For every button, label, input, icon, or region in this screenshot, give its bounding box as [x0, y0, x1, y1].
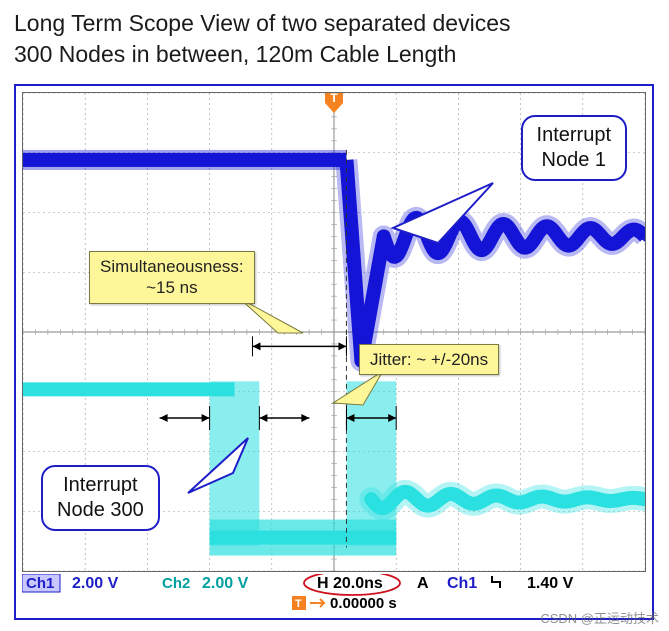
callout-node-1: Interrupt Node 1: [521, 115, 627, 181]
callout-node300-l1: Interrupt: [63, 474, 137, 496]
note-simul-l1: Simultaneousness:: [100, 257, 244, 276]
svg-text:Ch1: Ch1: [447, 575, 477, 592]
callout-node-300: Interrupt Node 300: [41, 465, 160, 531]
note-jitter: Jitter: ~ +/-20ns: [359, 344, 499, 375]
svg-text:A: A: [417, 575, 429, 592]
watermark: CSDN @正运动技术: [540, 608, 659, 627]
plot-area: T Interrupt Node 1 Interrupt Node 300 Si…: [22, 92, 646, 572]
svg-text:2.00 V: 2.00 V: [72, 575, 119, 592]
svg-text:2.00 V: 2.00 V: [202, 575, 249, 592]
oscilloscope-frame: T Interrupt Node 1 Interrupt Node 300 Si…: [14, 84, 654, 620]
title-line-2: 300 Nodes in between, 120m Cable Length: [14, 39, 655, 70]
title-line-1: Long Term Scope View of two separated de…: [14, 8, 655, 39]
note-simul-l2: ~15 ns: [146, 278, 198, 297]
callout-node1-l2: Node 1: [542, 149, 607, 171]
callout-node1-l1: Interrupt: [537, 124, 611, 146]
svg-text:T: T: [295, 598, 302, 610]
svg-text:0.00000 s: 0.00000 s: [330, 595, 397, 612]
svg-text:1.40 V: 1.40 V: [527, 575, 574, 592]
svg-text:Ch1: Ch1: [26, 575, 54, 592]
svg-text:H 20.0ns: H 20.0ns: [317, 575, 383, 592]
note-jitter-text: Jitter: ~ +/-20ns: [370, 350, 488, 369]
svg-text:Ch2: Ch2: [162, 575, 190, 592]
note-simultaneousness: Simultaneousness: ~15 ns: [89, 251, 255, 304]
callout-node300-l2: Node 300: [57, 499, 144, 521]
